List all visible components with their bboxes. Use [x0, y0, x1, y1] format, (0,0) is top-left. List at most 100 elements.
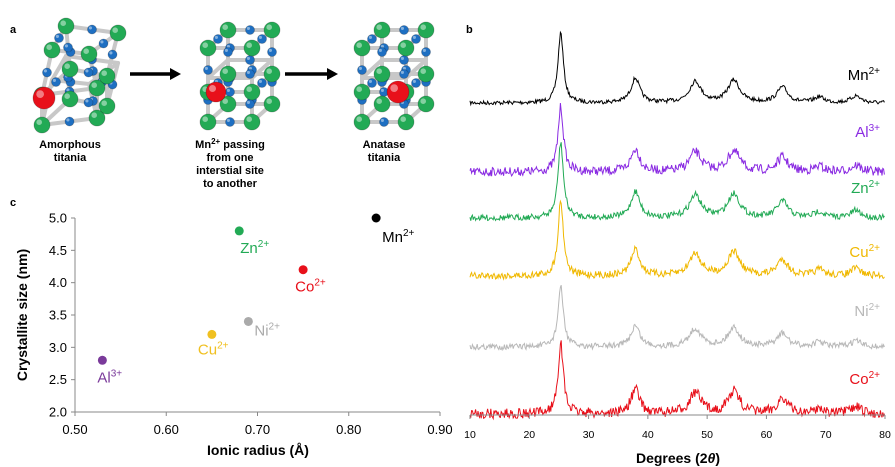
xrd-series	[469, 30, 885, 421]
bond	[360, 58, 384, 80]
point-label-charge: 2+	[258, 239, 270, 250]
arrow-2	[285, 68, 338, 80]
titanium-atom	[80, 45, 98, 63]
oxygen-atom-highlight	[378, 48, 382, 52]
b-x-axis-label-part: )	[715, 450, 720, 466]
titanium-atom	[199, 113, 217, 131]
titanium-atom	[219, 65, 237, 83]
point-label-ion: Co	[295, 279, 314, 296]
crystal-illustrations: Amorphous titania Mn2+ passing from one …	[32, 17, 435, 190]
oxygen-atom	[245, 55, 255, 65]
dopant-ion-highlight	[36, 90, 45, 98]
oxygen-atom-highlight	[66, 88, 70, 92]
caption-3-line-1: Anatase	[363, 139, 406, 151]
titanium-atom-highlight	[91, 82, 97, 88]
x-tick-label: 0.90	[427, 422, 452, 437]
titanium-atom	[353, 113, 371, 131]
oxygen-atom	[257, 78, 267, 88]
oxygen-atom	[213, 34, 223, 44]
caption-2-line-1: Mn2+ passing	[195, 137, 265, 151]
oxygen-atom-highlight	[100, 40, 104, 44]
titanium-atom	[373, 95, 391, 113]
scatter-point-cu	[207, 329, 217, 339]
titanium-atom-highlight	[64, 93, 70, 99]
b-x-tick-label: 40	[642, 429, 654, 441]
y-ticks: 2.0 2.5 3.0 3.5 4.0 4.5 5.0	[49, 211, 75, 420]
y-tick-label: 3.5	[49, 308, 67, 323]
panel-b-letter: b	[466, 24, 473, 36]
oxygen-atom	[54, 33, 64, 43]
titanium-atom-highlight	[222, 98, 228, 104]
oxygen-atom	[399, 25, 409, 35]
b-x-tick-label: 60	[761, 429, 773, 441]
titanium-atom	[263, 21, 281, 39]
oxygen-atom-highlight	[52, 78, 56, 83]
oxygen-atom-highlight	[85, 69, 89, 73]
b-series-labels: Mn2+Al3+Zn2+Cu2+Ni2+Co2+	[848, 66, 880, 388]
xrd-series-cu	[469, 199, 885, 281]
titanium-atom	[373, 65, 391, 83]
titanium-atom	[98, 97, 116, 115]
titanium-atom-highlight	[246, 86, 252, 92]
titanium-atom-highlight	[36, 119, 42, 125]
oxygen-atom	[421, 47, 431, 57]
xrd-series-mn	[469, 30, 885, 107]
xrd-label-al: Al3+	[855, 123, 880, 141]
titanium-atom-highlight	[101, 100, 107, 106]
point-label-ni: Ni2+	[254, 321, 280, 339]
titanium-atom-highlight	[222, 68, 228, 74]
xrd-label-zn: Zn2+	[851, 179, 880, 197]
titanium-atom-highlight	[266, 24, 273, 31]
oxygen-atom-highlight	[380, 118, 384, 123]
xrd-series-ni	[469, 285, 885, 352]
b-x-tick-label: 70	[820, 429, 832, 441]
oxygen-atom-highlight	[55, 34, 59, 38]
oxygen-atom	[245, 25, 255, 35]
titanium-atom-highlight	[356, 86, 363, 92]
xrd-series-co	[469, 340, 885, 421]
xrd-chart: 10 20 30 40 50 60 70 80 Mn2+Al3+Zn2+Cu2+Ni2+Co2…	[464, 30, 891, 466]
point-label-zn: Zn2+	[240, 239, 269, 257]
titanium-atom	[397, 39, 415, 57]
oxygen-atom-highlight	[226, 44, 230, 48]
b-x-axis-label-part: Degrees (2	[636, 450, 708, 466]
b-x-tick-label: 10	[464, 429, 476, 441]
titanium-atom	[353, 39, 371, 57]
oxygen-atom-highlight	[402, 66, 406, 71]
titanium-atom-highlight	[246, 42, 252, 48]
oxygen-atom-highlight	[246, 100, 250, 105]
caption-2-line-3: interstial site	[196, 165, 264, 177]
point-label-ion: Zn	[240, 240, 258, 257]
point-label-al: Al3+	[97, 368, 122, 386]
titanium-atom-highlight	[266, 68, 273, 74]
point-label-ion: Mn	[382, 229, 403, 246]
caption-1-line-1: Amorphous	[39, 139, 101, 151]
titanium-atom	[373, 21, 391, 39]
x-tick-label: 0.60	[154, 422, 179, 437]
oxygen-atom-highlight	[412, 79, 416, 84]
titanium-atom	[417, 95, 435, 113]
oxygen-atom	[42, 67, 52, 78]
caption-2-passing: passing	[223, 139, 265, 151]
titanium-atom-highlight	[376, 68, 383, 74]
bond	[404, 58, 428, 80]
titanium-atom	[243, 113, 261, 131]
oxygen-atom	[357, 65, 367, 75]
bond	[50, 54, 68, 82]
oxygen-atom-highlight	[66, 118, 70, 122]
oxygen-atom-highlight	[214, 35, 218, 39]
oxygen-atom	[223, 47, 233, 57]
oxygen-atom-highlight	[368, 79, 372, 84]
titanium-atom-highlight	[202, 42, 208, 48]
oxygen-atom	[64, 116, 75, 127]
b-x-axis-label: Degrees (2θ)	[636, 450, 720, 466]
titanium-atom	[57, 17, 75, 35]
xrd-label-ion: Co	[849, 371, 868, 388]
point-label-charge: 3+	[111, 368, 123, 379]
oxygen-atom-highlight	[204, 66, 208, 71]
titanium-atom-highlight	[46, 44, 52, 50]
caption-2-line-4: to another	[203, 178, 257, 190]
oxygen-atom	[225, 117, 235, 127]
oxygen-atom	[399, 55, 409, 65]
